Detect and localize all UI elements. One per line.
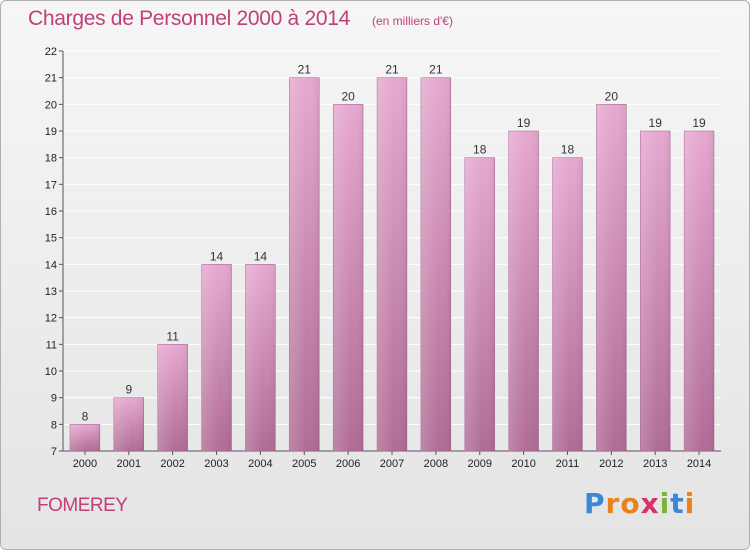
data-label-2012: 20 [605,89,619,103]
data-label-2005: 21 [298,63,312,77]
x-tick-label-2011: 2011 [556,458,580,470]
x-tick-label-2000: 2000 [73,458,97,470]
y-tick-label: 19 [45,126,57,138]
logo-letter: i [659,487,671,520]
data-label-2009: 18 [473,143,487,157]
x-tick-label-2009: 2009 [467,458,491,470]
data-label-2000: 8 [82,409,89,423]
logo-letter: t [670,487,685,520]
bar-shade-2001 [113,397,144,451]
bars [69,77,715,452]
bar-shade-2002 [157,344,188,451]
chart-title: Charges de Personnel 2000 à 2014 [28,7,350,30]
x-tick-label-2010: 2010 [511,458,535,470]
y-tick-label: 22 [45,46,57,58]
y-tick-label: 20 [45,99,57,111]
data-label-2010: 19 [517,116,531,130]
bar-shade-2013 [640,131,671,451]
y-tick-label: 16 [45,206,57,218]
data-label-2003: 14 [210,249,224,263]
axes: 7 8 9 10 11 12 13 14 15 16 17 18 19 20 21 22 2000 2001 200… [45,46,721,470]
bar-shade-2005 [289,77,320,452]
proxiti-logo[interactable]: Proxiti [584,487,695,520]
x-tick-label-2008: 2008 [424,458,448,470]
town-name: FOMEREY [37,495,128,516]
y-tick-label: 13 [45,286,57,298]
labels: 8 9 11 14 14 21 20 21 21 18 19 18 20 19 19 [82,63,706,424]
data-label-2004: 14 [254,249,268,263]
bar-shade-2000 [70,424,100,451]
x-tick-label-2013: 2013 [643,458,667,470]
bar-shade-2010 [508,131,539,451]
logo-letter: P [584,487,606,520]
y-tick-label: 11 [46,339,57,351]
bar-shade-2004 [245,264,276,451]
data-label-2008: 21 [429,63,443,77]
data-label-2013: 19 [649,116,663,130]
y-tick-label: 7 [51,446,57,458]
y-tick-label: 8 [51,419,57,431]
bar-shade-2008 [420,77,451,452]
y-tick-label: 9 [51,393,57,405]
data-label-2001: 9 [125,383,132,397]
y-tick-label: 12 [45,313,57,325]
bar-shade-2012 [596,104,627,451]
x-tick-label-2004: 2004 [248,458,272,470]
logo-letter: r [605,487,621,520]
y-tick-label: 15 [45,233,57,245]
x-tick-label-2007: 2007 [380,458,404,470]
x-tick-label-2014: 2014 [687,458,711,470]
bar-shade-2006 [333,104,364,451]
bar-shade-2007 [377,77,407,452]
bar-shade-2003 [201,264,232,451]
x-tick-label-2002: 2002 [160,458,184,470]
data-label-2007: 21 [385,63,399,77]
data-label-2014: 19 [692,116,706,130]
y-tick-label: 21 [45,73,57,85]
logo-letter: o [620,487,641,520]
logo-letter: i [684,487,696,520]
logo-letter: x [640,487,660,520]
data-label-2011: 18 [561,143,575,157]
y-tick-label: 17 [45,179,57,191]
x-tick-label-2005: 2005 [292,458,316,470]
x-tick-label-2006: 2006 [336,458,360,470]
y-tick-label: 10 [45,366,57,378]
bar-shade-2014 [684,131,714,451]
data-label-2002: 11 [166,329,179,343]
data-label-2006: 20 [341,89,355,103]
bar-shade-2009 [464,157,495,451]
x-tick-label-2012: 2012 [599,458,623,470]
y-tick-label: 18 [45,153,57,165]
chart-unit: (en milliers d'€) [372,14,453,28]
x-tick-label-2001: 2001 [117,458,141,470]
x-tick-label-2003: 2003 [204,458,228,470]
bar-shade-2011 [552,157,583,451]
y-tick-label: 14 [45,259,57,271]
